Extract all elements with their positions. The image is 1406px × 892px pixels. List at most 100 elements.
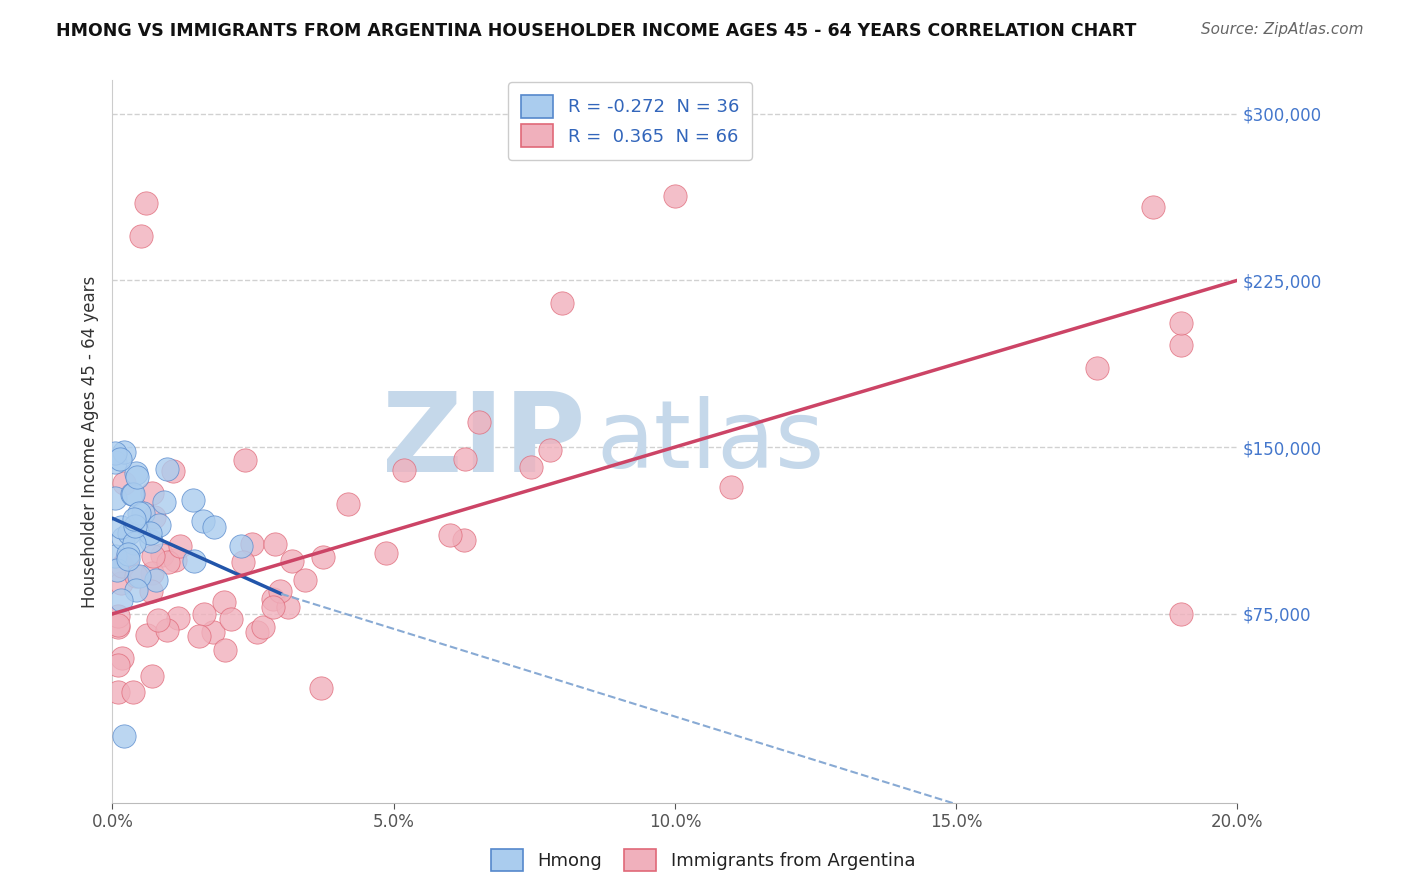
Point [240,537,263,551]
Point [121,486,143,500]
Point [1170,607,1192,621]
Point [231,539,253,553]
Point [111,558,134,573]
Point [162,464,184,478]
Point [262,592,284,607]
Point [167,611,190,625]
Point [107,684,129,698]
Point [212,595,235,609]
Text: Source: ZipAtlas.com: Source: ZipAtlas.com [1201,22,1364,37]
Point [127,470,149,484]
Point [538,442,561,457]
Point [110,593,132,607]
Point [124,519,146,533]
Point [112,445,135,459]
Point [129,228,152,243]
Point [110,452,132,467]
Point [1085,361,1108,376]
Point [111,651,134,665]
Point [454,451,477,466]
Point [467,416,489,430]
Point [1142,200,1164,214]
Point [122,535,145,549]
Point [262,600,284,615]
Point [118,526,141,541]
Point [202,520,225,534]
Point [124,568,146,582]
Point [156,462,179,476]
Point [136,628,159,642]
Point [163,553,186,567]
Point [520,460,543,475]
Point [141,669,163,683]
Point [152,495,174,509]
Point [294,573,316,587]
Point [664,189,686,203]
Text: HMONG VS IMMIGRANTS FROM ARGENTINA HOUSEHOLDER INCOME AGES 45 - 64 YEARS CORRELA: HMONG VS IMMIGRANTS FROM ARGENTINA HOUSE… [56,22,1136,40]
Point [219,612,242,626]
Point [104,549,127,563]
Point [156,556,179,570]
Legend: R = -0.272  N = 36, R =  0.365  N = 66: R = -0.272 N = 36, R = 0.365 N = 66 [508,82,752,160]
Point [1170,338,1192,352]
Legend: Hmong, Immigrants from Argentina: Hmong, Immigrants from Argentina [484,842,922,879]
Point [125,466,148,480]
Point [439,528,461,542]
Point [124,512,146,526]
Point [145,573,167,587]
Point [146,613,169,627]
Point [141,566,163,580]
Point [169,539,191,553]
Point [233,452,256,467]
Point [128,506,150,520]
Point [214,643,236,657]
Point [142,549,165,564]
Point [309,681,332,696]
Point [148,517,170,532]
Point [252,620,274,634]
Point [551,295,574,310]
Point [112,532,135,546]
Point [1170,316,1192,330]
Point [125,583,148,598]
Point [264,537,287,551]
Point [193,607,215,621]
Point [110,519,132,533]
Point [281,553,304,567]
Point [135,195,157,210]
Point [720,480,742,494]
Point [121,487,143,501]
Text: atlas: atlas [596,395,824,488]
Point [104,491,127,506]
Point [112,729,135,743]
Point [311,549,333,564]
Point [246,625,269,640]
Point [392,463,415,477]
Point [201,625,224,640]
Point [191,514,214,528]
Point [139,534,162,549]
Point [337,497,360,511]
Point [104,455,127,469]
Point [117,552,139,566]
Point [132,506,155,520]
Point [122,684,145,698]
Point [183,554,205,568]
Point [269,584,291,599]
Y-axis label: Householder Income Ages 45 - 64 years: Householder Income Ages 45 - 64 years [80,276,98,607]
Point [232,555,254,569]
Point [155,624,177,638]
Point [183,492,205,507]
Point [139,525,162,540]
Text: ZIP: ZIP [381,388,585,495]
Point [375,546,398,560]
Point [143,510,166,524]
Point [107,620,129,634]
Point [453,533,475,547]
Point [277,599,299,614]
Point [110,576,132,591]
Point [107,618,129,632]
Point [104,445,127,459]
Point [128,568,150,582]
Point [112,475,135,490]
